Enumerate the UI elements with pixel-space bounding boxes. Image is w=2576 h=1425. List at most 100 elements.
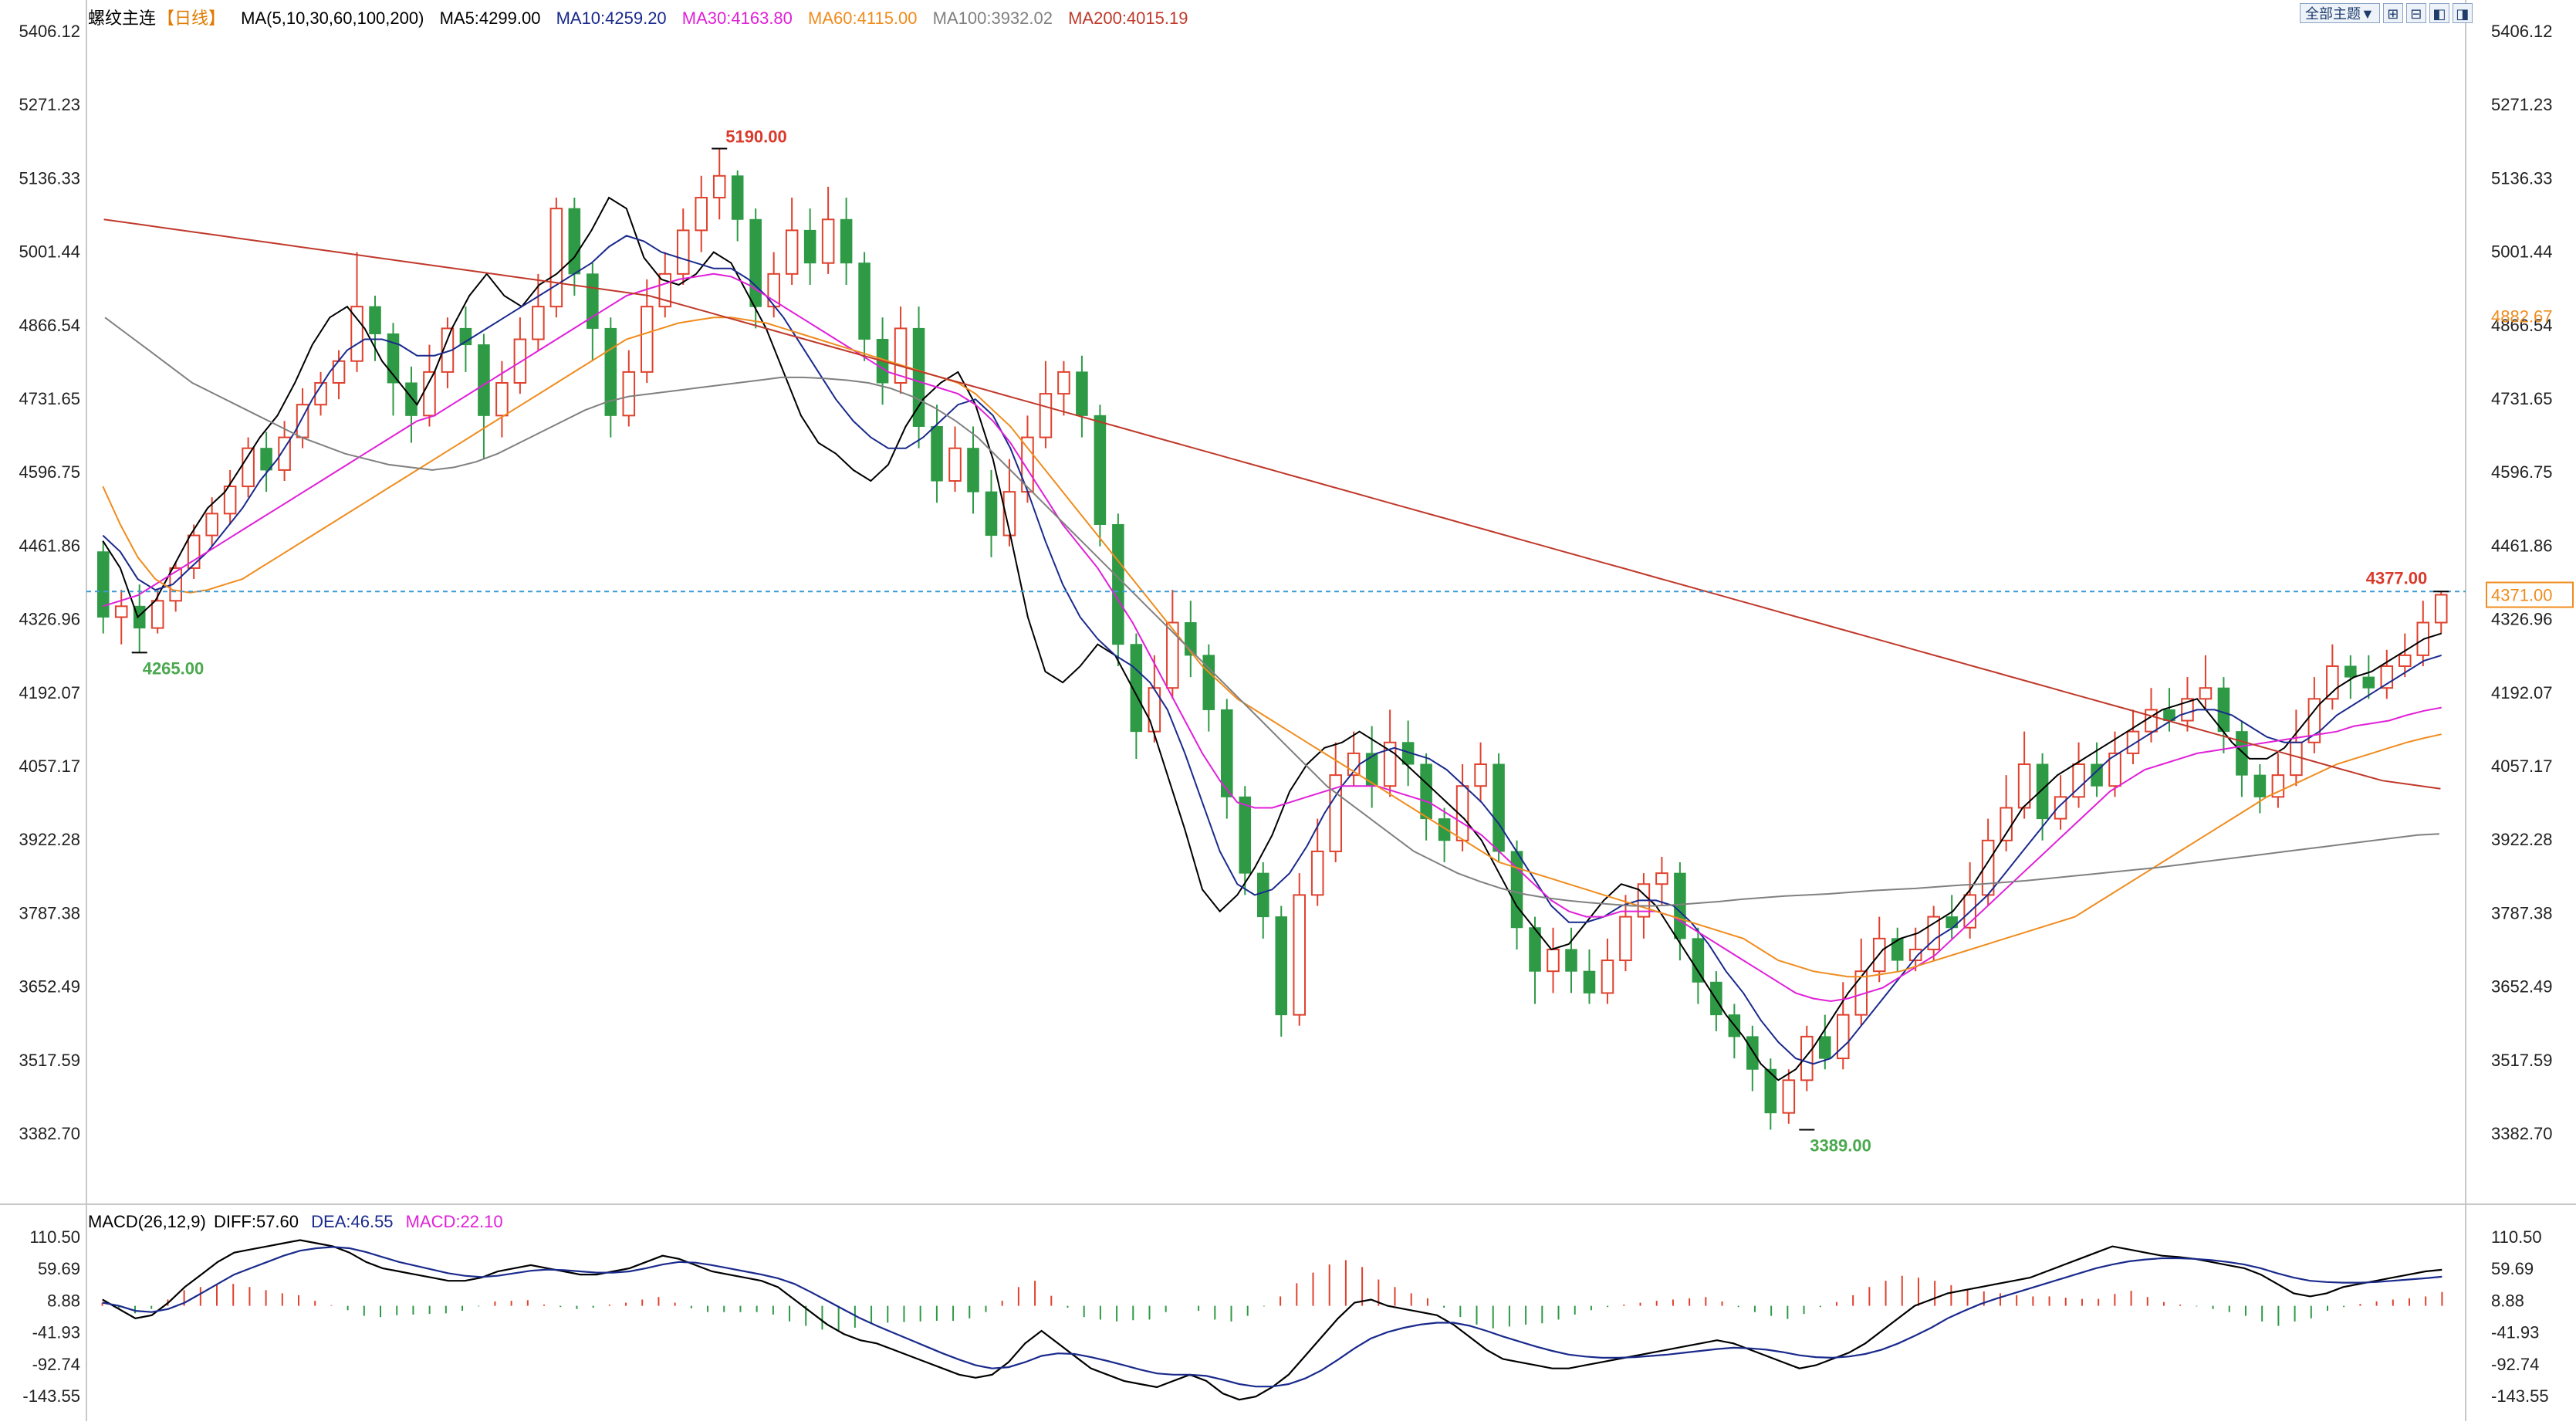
candle-body-down [1891, 938, 1904, 961]
candle-body-down [931, 425, 943, 482]
candle-body-down [133, 605, 146, 629]
theme-select-button[interactable]: 全部主题▼ [2300, 3, 2380, 23]
candle-body-down [1946, 916, 1958, 929]
candle-body-down [2236, 731, 2248, 776]
legend-ma-params: MA(5,10,30,60,100,200) [241, 8, 424, 28]
price-tick-label-right: 3787.38 [2491, 903, 2553, 922]
ma-line-ma200 [103, 218, 2441, 790]
candle-body-down [2091, 763, 2103, 787]
candle-body-up [1601, 960, 1614, 994]
candle-body-down [1510, 851, 1523, 929]
candle-body-down [1746, 1036, 1759, 1070]
candle-body-down [1565, 949, 1577, 972]
candle-body-up [169, 567, 182, 602]
price-tick-label-right: 4731.65 [2491, 389, 2553, 408]
price-tick-label-right: 4192.07 [2491, 683, 2553, 702]
price-tick-label-left: 5001.44 [19, 242, 80, 262]
candle-body-up [1547, 948, 1560, 973]
candle-body-up [948, 447, 962, 482]
candle-body-down [405, 382, 418, 416]
price-tick-label-right: 5406.12 [2491, 22, 2553, 41]
zoom-out-icon[interactable]: ⊟ [2405, 3, 2426, 23]
candle-body-down [2036, 763, 2049, 820]
legend-ma10: MA10:4259.20 [556, 8, 667, 28]
zoom-in-icon[interactable]: ⊞ [2382, 3, 2403, 23]
candle-body-up [1836, 1014, 1850, 1060]
candle-body-up [150, 600, 164, 629]
candle-body-down [587, 273, 599, 329]
candle-body-up [1166, 621, 1179, 689]
legend-ma60: MA60:4115.00 [808, 8, 918, 28]
macd-value: MACD:22.10 [405, 1212, 503, 1231]
candle-body-down [369, 306, 381, 334]
price-tick-label-right: 4057.17 [2491, 757, 2553, 776]
candle-body-up [695, 197, 708, 232]
legend-symbol: 螺纹主连 [88, 8, 157, 28]
candle-body-down [96, 551, 110, 618]
candle-body-up [513, 338, 527, 384]
candle-body-down [1275, 916, 1288, 1016]
price-legend: 螺纹主连【日线】 MA(5,10,30,60,100,200) MA5:4299… [88, 5, 1198, 29]
candle-body-down [858, 262, 870, 340]
candle-body-up [2307, 698, 2321, 743]
price-tick-label-left: 4866.54 [19, 316, 80, 335]
price-tick-label-right: 3517.59 [2491, 1051, 2553, 1070]
price-tick-label-left: 4326.96 [19, 610, 80, 629]
candle-body-up [205, 513, 218, 536]
candle-body-down [1094, 415, 1107, 525]
candle-body-down [1764, 1068, 1777, 1114]
candle-body-up [350, 306, 363, 362]
candle-body-down [1112, 523, 1124, 645]
candle-body-up [2181, 698, 2194, 722]
candle-body-up [2399, 654, 2412, 667]
candle-body-up [641, 306, 654, 373]
candle-body-up [187, 534, 201, 569]
candle-body-up [2434, 594, 2448, 624]
candle-body-up [2108, 752, 2121, 787]
price-tick-label-left: 4461.86 [19, 536, 80, 555]
candle-body-up [114, 605, 128, 618]
candle-body-down [1692, 938, 1705, 983]
price-tick-label-left: 4731.65 [19, 389, 80, 408]
candle-body-up [2000, 807, 2013, 841]
candle-body-up [1619, 916, 1632, 962]
price-tick-label-right: 3922.28 [2491, 830, 2553, 849]
candle-body-up [1782, 1079, 1796, 1114]
price-tick-label-right: 4326.96 [2491, 610, 2553, 629]
price-tick-label-right: 4461.86 [2491, 536, 2553, 555]
scroll-left-icon[interactable]: ◧ [2429, 3, 2449, 23]
scroll-right-icon[interactable]: ◨ [2452, 3, 2473, 23]
macd-tick-label-right: 8.88 [2491, 1291, 2524, 1310]
candle-body-down [260, 448, 272, 471]
price-tick-label-left: 3787.38 [19, 903, 80, 922]
extreme-label: 4265.00 [143, 658, 205, 678]
chart-toolbar: 全部主题▼ ⊞ ⊟ ◧ ◨ [2300, 3, 2473, 23]
price-tick-label-left: 3652.49 [19, 977, 80, 997]
candle-body-up [821, 218, 835, 264]
last-price-marker-box [2486, 581, 2574, 608]
candle-body-up [1057, 371, 1070, 395]
candle-body-down [985, 491, 998, 536]
price-tick-label-left: 5271.23 [19, 95, 80, 114]
candle-body-down [967, 448, 979, 492]
macd-tick-label-left: 110.50 [29, 1227, 80, 1247]
right-price-marker: 4882.67 [2491, 306, 2553, 326]
candle-body-down [568, 208, 581, 275]
candle-body-up [767, 272, 780, 308]
candle-body-up [495, 381, 509, 417]
macd-tick-label-right: 59.69 [2491, 1259, 2534, 1278]
price-tick-label-left: 3922.28 [19, 830, 80, 849]
ma-line-ma10 [102, 235, 2442, 1065]
macd-tick-label-right: 110.50 [2491, 1227, 2542, 1247]
candle-body-up [1002, 491, 1016, 536]
candle-body-up [223, 486, 237, 515]
candle-body-up [532, 306, 545, 340]
macd-tick-label-right: -143.55 [2491, 1386, 2549, 1406]
candle-body-down [749, 218, 762, 307]
candle-body-up [1310, 850, 1324, 896]
candle-body-up [1474, 763, 1487, 787]
candle-body-down [478, 344, 490, 416]
price-tick-label-left: 3382.70 [19, 1124, 80, 1143]
